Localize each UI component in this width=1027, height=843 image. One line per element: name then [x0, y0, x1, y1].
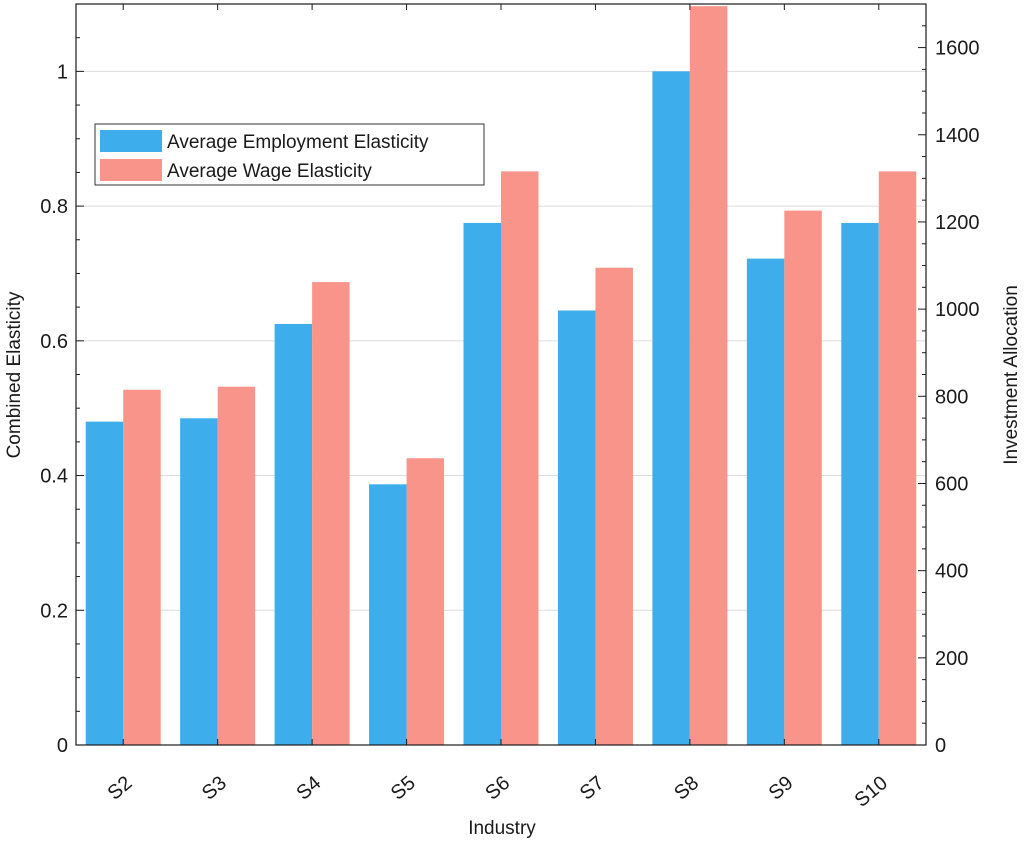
right-tick-label: 1200 [935, 212, 980, 234]
left-tick-label: 1 [57, 61, 68, 83]
x-tick-label: S5 [387, 772, 420, 805]
bar-employment-s4 [274, 323, 313, 745]
bar-wage-s8 [689, 6, 728, 746]
x-tick-label: S6 [481, 772, 514, 805]
right-tick-label: 600 [935, 473, 968, 495]
x-tick-label: S3 [198, 772, 231, 805]
bar-employment-s8 [652, 71, 690, 745]
bar-wage-s4 [312, 282, 350, 745]
legend-swatch-employment [100, 130, 162, 152]
bar-wage-s3 [217, 386, 256, 745]
right-tick-label: 800 [935, 386, 968, 408]
bar-employment-s5 [369, 484, 407, 745]
bar-employment-s9 [746, 258, 785, 745]
left-axis-ticks: 0 0.2 0.4 0.6 0.8 1 [40, 37, 84, 757]
bar-wage-s9 [784, 210, 822, 746]
bar-wage-s7 [595, 267, 633, 745]
x-tick-label: S7 [576, 772, 609, 805]
left-tick-label: 0.8 [40, 196, 68, 218]
legend-swatch-wage [100, 159, 162, 181]
x-tick-label: S4 [292, 772, 325, 805]
bar-wage-s2 [123, 389, 161, 745]
bar-employment-s3 [180, 418, 218, 745]
left-tick-label: 0.6 [40, 331, 68, 353]
bar-wage-s10 [878, 171, 917, 745]
right-tick-label: 1000 [935, 299, 980, 321]
left-tick-label: 0 [57, 735, 68, 757]
right-tick-label: 400 [935, 561, 968, 583]
left-axis-title: Combined Elasticity [4, 291, 25, 458]
right-tick-label: 1400 [935, 125, 980, 147]
right-tick-label: 0 [935, 735, 946, 757]
left-tick-label: 0.2 [40, 600, 68, 622]
bar-employment-s10 [841, 222, 879, 745]
bar-employment-s2 [85, 421, 124, 745]
bar-employment-s6 [463, 222, 501, 745]
right-tick-label: 200 [935, 648, 968, 670]
bar-wage-s5 [406, 458, 445, 745]
right-tick-label: 1600 [935, 38, 980, 60]
bar-employment-s7 [557, 310, 596, 745]
right-axis-title: Investment Allocation [1001, 285, 1022, 465]
bar-wage-s6 [501, 171, 539, 745]
right-axis-ticks: 0 200 400 600 800 1000 1200 1400 1600 [918, 25, 980, 757]
legend: Average Employment Elasticity Average Wa… [94, 123, 485, 186]
legend-label-wage: Average Wage Elasticity [167, 161, 372, 182]
x-tick-label: S9 [765, 772, 798, 805]
bars [85, 6, 917, 746]
legend-label-employment: Average Employment Elasticity [167, 132, 429, 153]
x-tick-label: S10 [851, 772, 892, 812]
x-tick-label: S8 [670, 772, 703, 805]
x-tick-label: S2 [104, 772, 137, 805]
left-tick-label: 0.4 [40, 466, 68, 488]
x-axis-title: Industry [468, 818, 536, 839]
